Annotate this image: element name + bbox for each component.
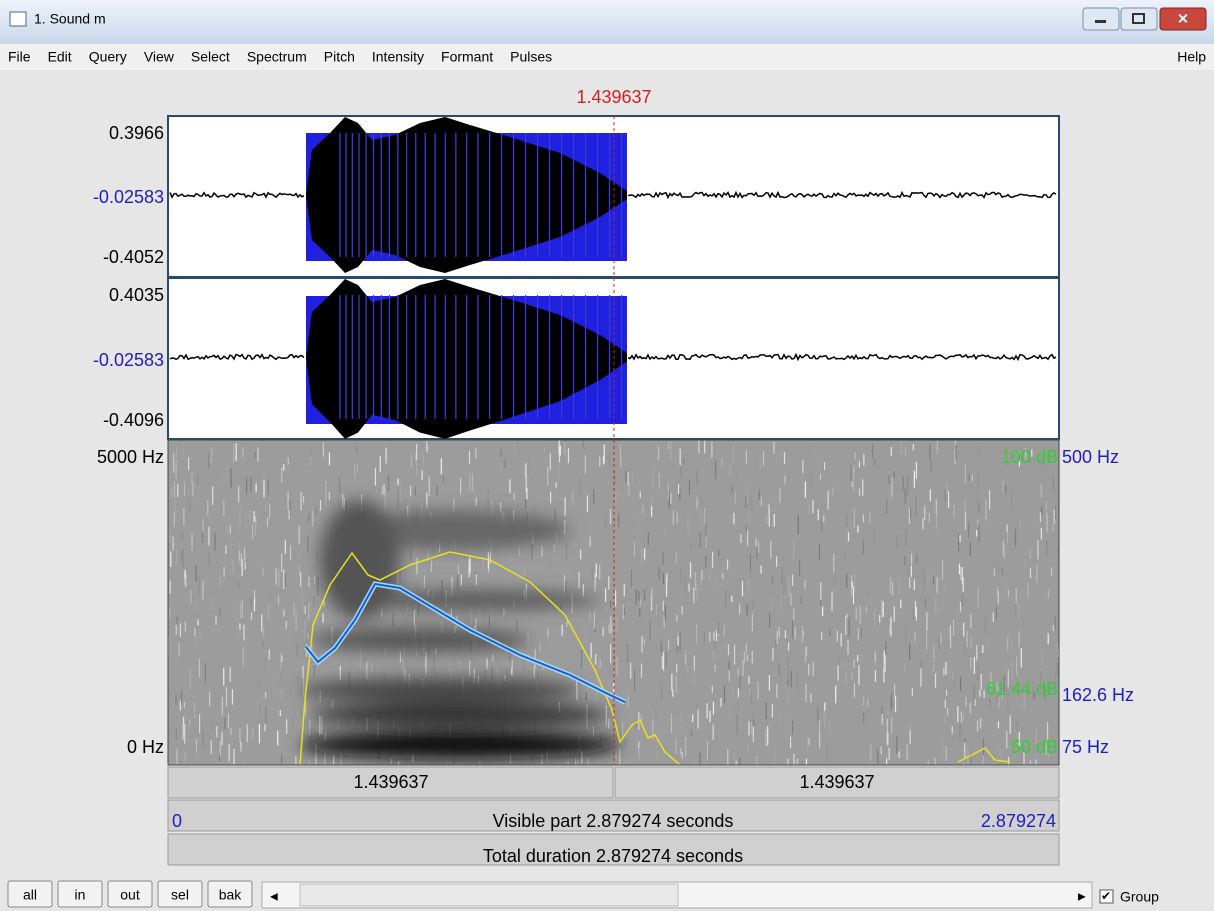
menu-item[interactable]: Spectrum <box>247 49 307 65</box>
amplitude-min: -0.4052 <box>103 247 164 267</box>
intensity-max: 100 dB <box>1001 447 1058 467</box>
total-label: Total duration 2.879274 seconds <box>483 846 743 866</box>
button-group: all in out sel bak <box>8 881 252 907</box>
restore-button[interactable] <box>1121 8 1157 30</box>
button-label: in <box>75 887 86 903</box>
time-bar-label: 1.439637 <box>353 772 428 792</box>
amplitude-max: 0.3966 <box>109 123 164 143</box>
menu-item[interactable]: View <box>144 49 175 65</box>
minimize-button[interactable] <box>1083 8 1119 30</box>
pitch-max: 500 Hz <box>1062 447 1119 467</box>
window-icon <box>10 12 26 26</box>
intensity-cursor: 61.44 dB <box>986 679 1058 699</box>
menu-item[interactable]: Query <box>89 49 127 65</box>
formant-band <box>300 678 580 702</box>
scroll-right-arrow[interactable]: ▶ <box>1078 892 1086 903</box>
window-title: 1. Sound m <box>34 11 106 27</box>
amplitude-min: -0.4096 <box>103 410 164 430</box>
title-bar <box>0 0 1214 44</box>
minimize-icon <box>1095 20 1106 23</box>
formant-band <box>310 703 610 727</box>
amplitude-cursor: -0.02583 <box>93 187 164 207</box>
menu-item[interactable]: Select <box>191 49 230 65</box>
button-label: bak <box>219 887 243 903</box>
visible-label: Visible part 2.879274 seconds <box>493 811 734 831</box>
menu-item[interactable]: Edit <box>48 49 72 65</box>
time-bar-label: 1.439637 <box>799 772 874 792</box>
button-label: all <box>23 887 37 903</box>
menu-bar <box>0 44 1214 70</box>
menu-item[interactable]: Formant <box>441 49 493 65</box>
frequency-min: 0 Hz <box>127 737 164 757</box>
menu-item[interactable]: File <box>8 49 31 65</box>
amplitude-max: 0.4035 <box>109 285 164 305</box>
formant-band <box>300 731 620 759</box>
menu-item[interactable]: Pitch <box>324 49 355 65</box>
scroll-left-arrow[interactable]: ◀ <box>270 892 278 903</box>
button-label: sel <box>171 887 189 903</box>
pitch-cursor: 162.6 Hz <box>1062 685 1134 705</box>
menu-item[interactable]: Pulses <box>510 49 552 65</box>
intensity-min: 50 dB <box>1011 737 1058 757</box>
close-icon: ✕ <box>1177 11 1189 27</box>
menu-item[interactable]: Intensity <box>372 49 424 65</box>
visible-start: 0 <box>172 811 182 831</box>
pitch-min: 75 Hz <box>1062 737 1109 757</box>
sound-editor-window: 1. Sound m ✕ File Edit Query View Select Spec… <box>0 0 1214 911</box>
group-label: Group <box>1120 889 1159 905</box>
visible-end: 2.879274 <box>981 811 1056 831</box>
button-label: out <box>120 887 140 903</box>
formant-band <box>320 500 400 620</box>
cursor-time: 1.439637 <box>576 87 651 107</box>
menu-item[interactable]: Help <box>1177 49 1206 65</box>
frequency-max: 5000 Hz <box>97 447 164 467</box>
menu-group: File Edit Query View Select Spectrum Pitch Inte… <box>8 49 552 65</box>
checkmark: ✔ <box>1101 889 1111 903</box>
scroll-thumb[interactable] <box>300 884 678 906</box>
page: {"window": {"title": "1. Sound m", "menu… <box>0 0 1214 911</box>
amplitude-cursor: -0.02583 <box>93 350 164 370</box>
